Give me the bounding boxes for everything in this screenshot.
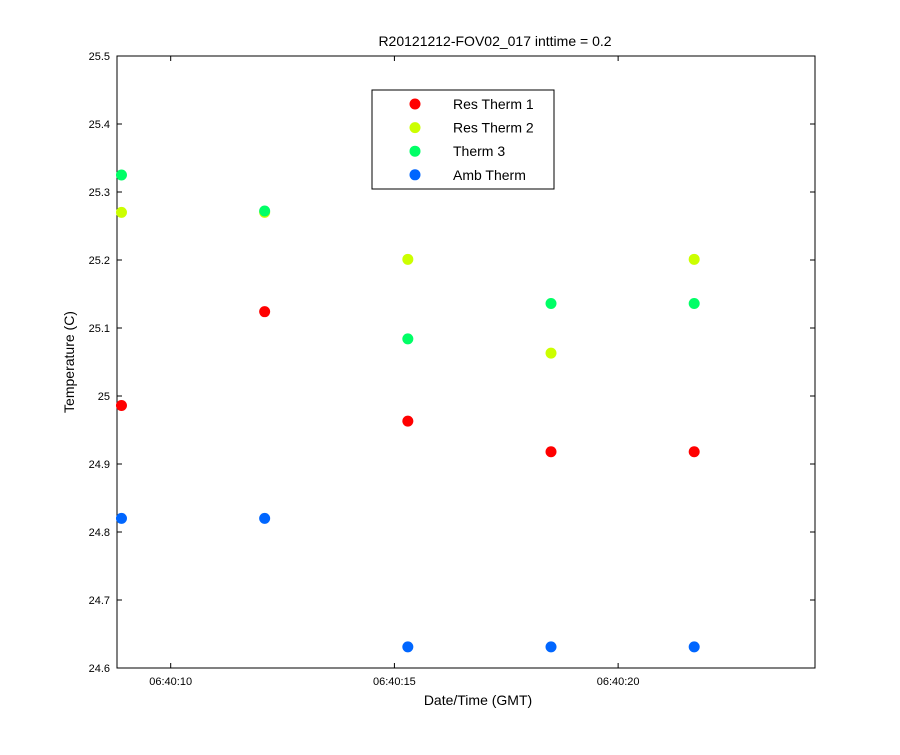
legend: Res Therm 1 Res Therm 2 Therm 3 Amb Therm <box>371 89 555 190</box>
y-tick-label: 25 <box>98 391 110 403</box>
point-amb-therm <box>545 641 557 653</box>
point-res-therm-2 <box>545 347 557 359</box>
y-tick-label: 24.7 <box>89 595 110 607</box>
point-therm-3 <box>402 333 414 345</box>
y-tick-label: 25.4 <box>89 119 110 131</box>
point-therm-3 <box>115 169 127 181</box>
y-tick-label: 24.8 <box>89 527 110 539</box>
legend-marker-amb-therm <box>409 169 421 181</box>
point-res-therm-1 <box>259 306 271 318</box>
y-tick-label: 25.2 <box>89 255 110 267</box>
legend-label-res-therm-2: Res Therm 2 <box>453 120 534 136</box>
y-tick-label: 25.1 <box>89 323 110 335</box>
point-res-therm-1 <box>688 446 700 458</box>
legend-marker-res-therm-1 <box>409 98 421 110</box>
point-res-therm-1 <box>115 400 127 412</box>
y-axis-label: Temperature (C) <box>61 311 77 413</box>
chart-title: R20121212-FOV02_017 inttime = 0.2 <box>378 33 611 49</box>
legend-marker-therm-3 <box>409 145 421 157</box>
legend-box <box>371 89 555 190</box>
point-amb-therm <box>259 512 271 524</box>
y-tick-label: 25.5 <box>89 51 110 63</box>
x-axis-ticks: 06:40:10 06:40:15 06:40:20 <box>149 56 640 688</box>
point-res-therm-2 <box>115 206 127 218</box>
point-res-therm-2 <box>402 253 414 265</box>
x-tick-label: 06:40:15 <box>373 676 416 688</box>
y-tick-label: 25.3 <box>89 187 110 199</box>
point-amb-therm <box>688 641 700 653</box>
data-points <box>115 169 700 653</box>
point-res-therm-1 <box>402 415 414 427</box>
point-res-therm-1 <box>545 446 557 458</box>
point-amb-therm <box>115 512 127 524</box>
y-axis-ticks: 24.6 24.7 24.8 24.9 25 25.1 25.2 25.3 25.4 25.5 <box>89 51 815 675</box>
x-axis-label: Date/Time (GMT) <box>424 692 532 708</box>
x-tick-label: 06:40:10 <box>149 676 192 688</box>
legend-label-res-therm-1: Res Therm 1 <box>453 96 534 112</box>
point-amb-therm <box>402 641 414 653</box>
y-tick-label: 24.6 <box>89 663 110 675</box>
legend-label-amb-therm: Amb Therm <box>453 167 526 183</box>
x-tick-label: 06:40:20 <box>597 676 640 688</box>
point-therm-3 <box>545 298 557 310</box>
point-therm-3 <box>259 205 271 217</box>
legend-label-therm-3: Therm 3 <box>453 143 505 159</box>
y-tick-label: 24.9 <box>89 459 110 471</box>
point-res-therm-2 <box>688 253 700 265</box>
legend-marker-res-therm-2 <box>409 122 421 134</box>
point-therm-3 <box>688 298 700 310</box>
